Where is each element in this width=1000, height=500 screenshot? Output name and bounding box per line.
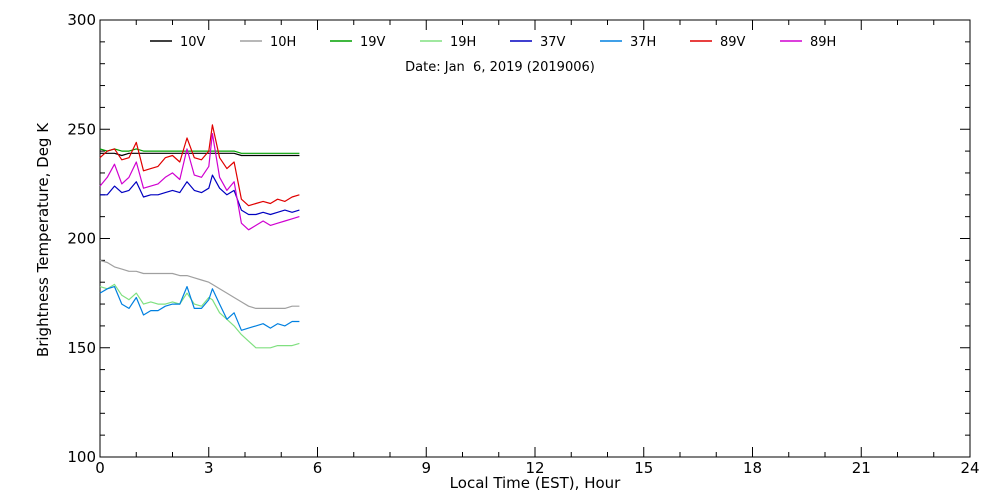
x-tick-label: 15 — [634, 459, 653, 477]
series-line-19v — [99, 148, 300, 154]
x-tick-label: 24 — [960, 459, 979, 477]
x-axis-title: Local Time (EST), Hour — [450, 474, 621, 492]
legend-label-37v: 37V — [540, 35, 566, 50]
y-tick-label: 100 — [67, 448, 96, 466]
series-line-89h — [99, 133, 300, 231]
y-tick-label: 250 — [67, 120, 96, 138]
y-tick-label: 150 — [67, 339, 96, 357]
series-line-89v — [99, 124, 300, 207]
x-tick-label: 3 — [204, 459, 214, 477]
x-tick-label: 12 — [525, 459, 544, 477]
legend-label-19v: 19V — [360, 35, 386, 50]
legend-label-19h: 19H — [450, 35, 476, 50]
series-line-37v — [100, 174, 300, 216]
x-tick-label: 18 — [743, 459, 762, 477]
series-line-10v — [100, 152, 300, 157]
x-tick-label: 0 — [95, 459, 105, 477]
series-lines — [99, 124, 300, 349]
x-tick-label: 9 — [421, 459, 431, 477]
series-line-19h — [99, 283, 300, 349]
x-tick-label: 6 — [313, 459, 323, 477]
legend: 10V 10H 19V 19H 37V 37H 89V 89H — [150, 35, 836, 50]
legend-label-37h: 37H — [630, 35, 656, 50]
y-tick-label: 200 — [67, 230, 96, 248]
legend-label-89v: 89V — [720, 35, 746, 50]
axis-ticks: 0 3 6 9 12 15 18 21 24 100 150 200 250 300 — [67, 11, 979, 477]
y-tick-label: 300 — [67, 11, 96, 29]
legend-label-10v: 10V — [180, 35, 206, 50]
series-line-10h — [99, 259, 300, 309]
y-axis-title: Brightness Temperature, Deg K — [34, 122, 52, 357]
legend-label-89h: 89H — [810, 35, 836, 50]
series-line-37h — [99, 286, 300, 331]
legend-label-10h: 10H — [270, 35, 296, 50]
date-annotation: Date: Jan 6, 2019 (2019006) — [405, 60, 595, 75]
x-tick-label: 21 — [852, 459, 871, 477]
